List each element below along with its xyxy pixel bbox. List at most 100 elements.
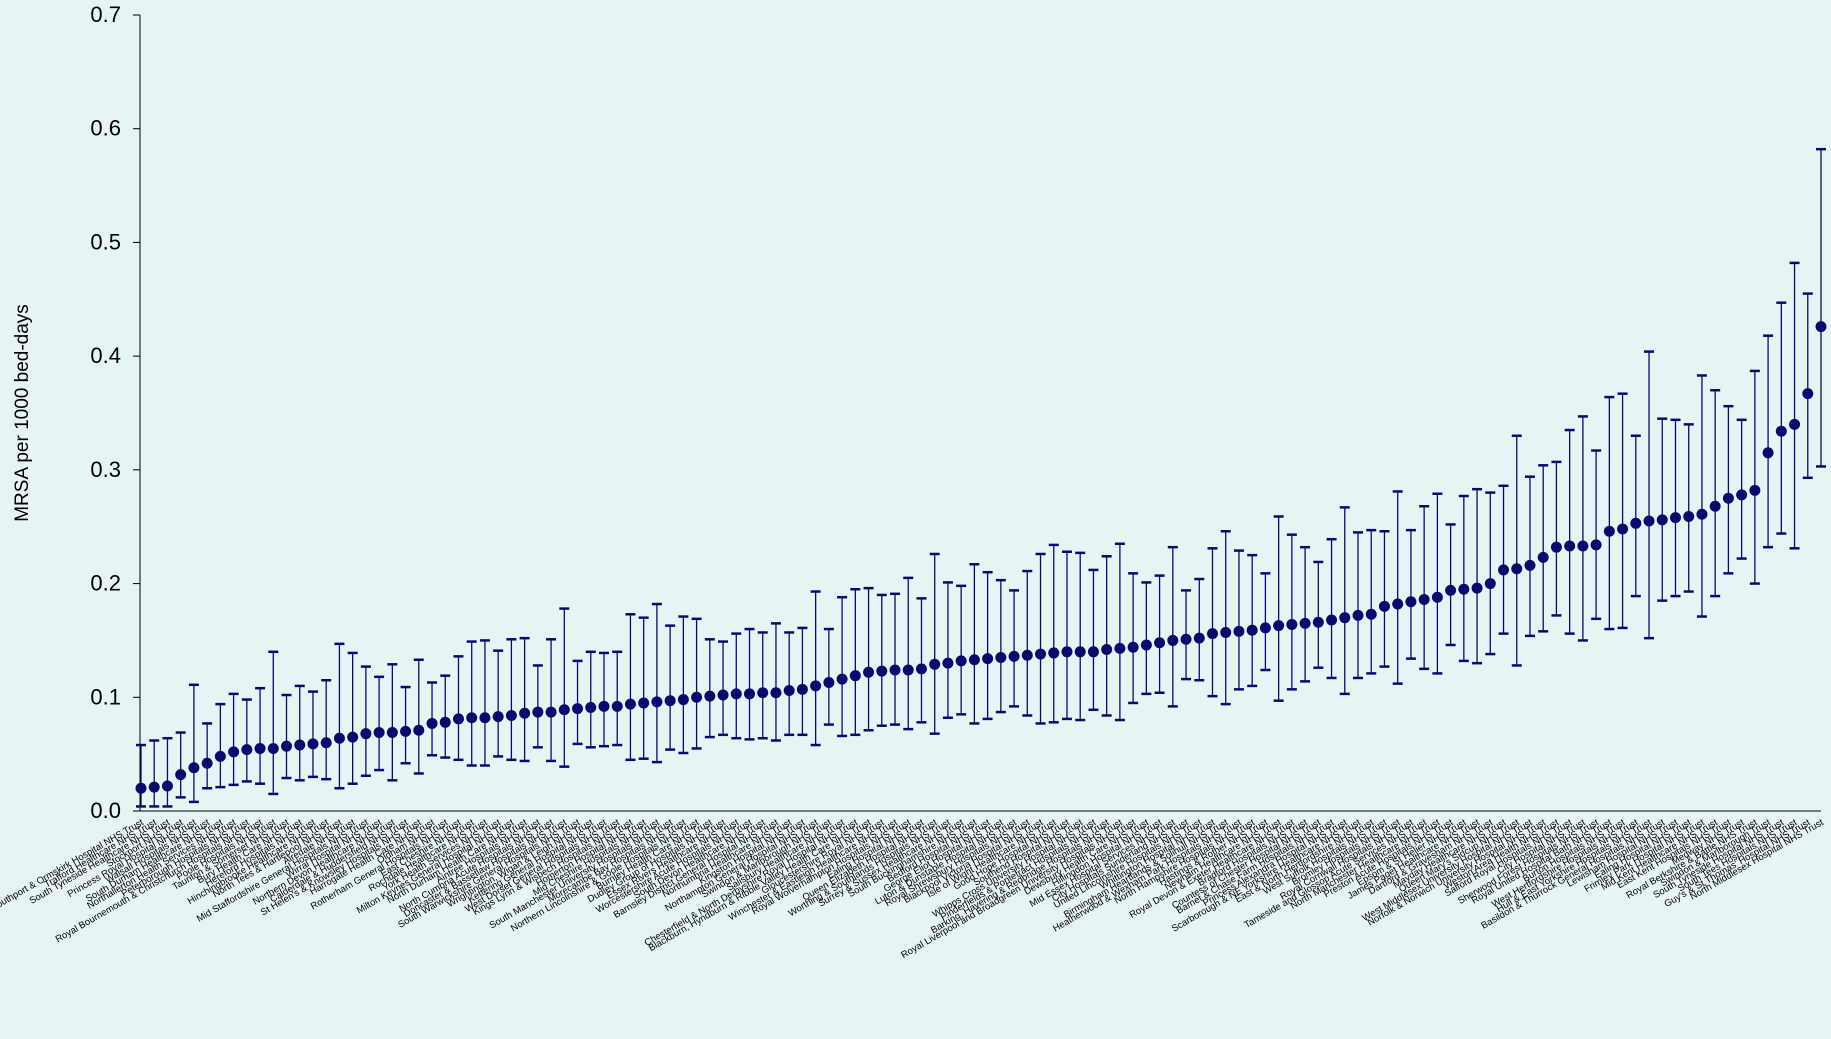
data-point — [281, 740, 293, 752]
error-bar — [546, 638, 557, 763]
data-point — [1471, 582, 1483, 594]
error-bar — [1353, 531, 1364, 680]
data-point — [479, 712, 491, 724]
data-point — [1246, 624, 1258, 636]
data-point — [1537, 551, 1549, 563]
error-bar — [1816, 147, 1826, 468]
data-point — [572, 703, 584, 715]
error-bar — [903, 576, 914, 731]
data-point — [730, 688, 742, 700]
data-point — [135, 782, 147, 794]
data-point — [1511, 563, 1523, 575]
data-point — [889, 664, 901, 676]
data-point — [638, 697, 650, 709]
error-bar — [1472, 487, 1483, 665]
y-tick-label: 0.6 — [90, 116, 121, 141]
error-bar — [334, 642, 345, 790]
y-axis-title: MRSA per 1000 bed-days — [12, 304, 33, 522]
data-point — [1273, 620, 1285, 632]
data-point — [1524, 559, 1536, 571]
data-point — [876, 665, 888, 677]
data-point — [320, 737, 332, 749]
data-point — [1048, 647, 1060, 659]
error-bar — [1233, 549, 1244, 691]
error-bar — [850, 588, 861, 737]
error-bar — [1617, 392, 1628, 630]
error-bar — [784, 631, 795, 737]
error-bar — [956, 584, 967, 716]
error-bar — [942, 581, 953, 720]
error-bar — [969, 562, 980, 725]
data-point — [1299, 617, 1311, 629]
error-bar — [1009, 589, 1020, 708]
error-bar — [307, 690, 318, 779]
error-bar — [625, 613, 636, 762]
error-bar — [638, 616, 649, 760]
error-bar — [136, 743, 146, 808]
data-point — [347, 731, 359, 743]
data-point — [1392, 598, 1404, 610]
data-point — [1127, 641, 1139, 653]
error-bar — [1577, 415, 1588, 642]
error-bar — [1088, 568, 1099, 712]
data-point — [1484, 578, 1496, 590]
error-bar — [175, 731, 186, 799]
error-bar — [1101, 555, 1112, 717]
data-point — [717, 689, 729, 701]
error-bar — [255, 686, 266, 785]
data-point — [1550, 541, 1562, 553]
error-bar — [982, 570, 993, 721]
error-bar — [1551, 460, 1562, 617]
y-tick-label: 0.3 — [90, 457, 121, 482]
data-point — [915, 663, 927, 675]
data-points — [135, 321, 1827, 794]
error-bar — [1657, 417, 1668, 602]
error-bar — [797, 626, 808, 737]
error-bar — [665, 624, 676, 751]
error-bar — [1630, 434, 1641, 598]
error-bar — [1313, 560, 1324, 669]
error-bar — [1432, 492, 1443, 675]
data-point — [532, 706, 544, 718]
error-bar — [718, 640, 729, 737]
data-point — [228, 746, 240, 758]
data-point — [1220, 626, 1232, 638]
data-point — [452, 713, 464, 725]
data-point — [704, 690, 716, 702]
error-bar — [149, 739, 160, 808]
error-bar — [1035, 552, 1046, 725]
data-point — [796, 683, 808, 695]
error-bar — [1114, 542, 1125, 722]
error-bar — [1458, 494, 1469, 663]
data-point — [1193, 632, 1205, 644]
error-bar — [1326, 537, 1337, 680]
data-point — [1564, 540, 1576, 552]
error-bar — [162, 736, 173, 808]
data-point — [1617, 523, 1629, 535]
y-tick-label: 0.5 — [90, 229, 121, 254]
data-point — [823, 677, 835, 689]
data-point — [836, 673, 848, 685]
y-tick-label: 0.0 — [90, 798, 121, 823]
error-bars — [136, 147, 1826, 808]
data-point — [373, 727, 385, 739]
error-bar — [241, 698, 252, 783]
y-axis-ticks: 0.0 0.1 0.2 0.3 0.4 0.5 0.6 0.7 — [90, 2, 140, 823]
data-point — [810, 680, 822, 692]
error-bar — [1670, 418, 1681, 598]
data-point — [1762, 447, 1774, 459]
data-point — [955, 655, 967, 667]
data-point — [1669, 512, 1681, 524]
error-bar — [532, 664, 543, 749]
data-point — [1074, 646, 1086, 658]
data-point — [744, 688, 756, 700]
error-bar — [1300, 545, 1311, 683]
data-point — [1696, 508, 1708, 520]
data-point — [942, 657, 954, 669]
error-bar — [1538, 464, 1549, 633]
data-point — [466, 712, 478, 724]
data-point — [1206, 628, 1218, 640]
data-point — [863, 666, 875, 678]
data-point — [968, 654, 980, 666]
